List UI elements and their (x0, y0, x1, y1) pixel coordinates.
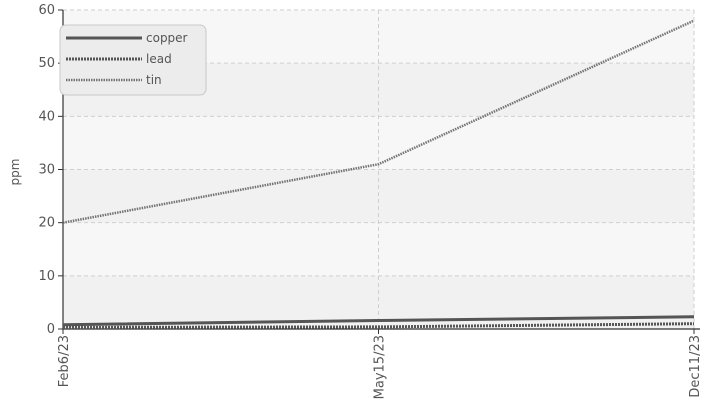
x-tick-label: Dec11/23 (688, 335, 703, 398)
series-line-copper (62, 315, 695, 327)
y-tick-label: 60 (38, 3, 55, 18)
legend: copper lead tin (59, 24, 207, 96)
y-tick-labels: 0 10 20 30 40 50 60 (38, 3, 55, 337)
y-axis-label: ppm (8, 159, 22, 186)
x-tick-labels: Feb6/23 May15/23 Dec11/23 (57, 335, 703, 399)
plot-bands (63, 63, 694, 329)
series-line-tin (62, 19, 695, 224)
legend-label-copper: copper (146, 31, 188, 45)
x-tick-label: May15/23 (373, 335, 388, 399)
y-tick-label: 0 (47, 322, 55, 337)
y-tick-label: 50 (38, 56, 55, 71)
series-lines (62, 19, 695, 329)
legend-label-lead: lead (146, 52, 172, 66)
legend-label-tin: tin (146, 73, 162, 87)
y-tick-label: 30 (38, 163, 55, 178)
y-tick-label: 40 (38, 109, 55, 124)
x-tick-label: Feb6/23 (57, 335, 72, 387)
y-tick-label: 20 (38, 216, 55, 231)
series-line-lead (62, 322, 695, 329)
y-tick-label: 10 (38, 269, 55, 284)
